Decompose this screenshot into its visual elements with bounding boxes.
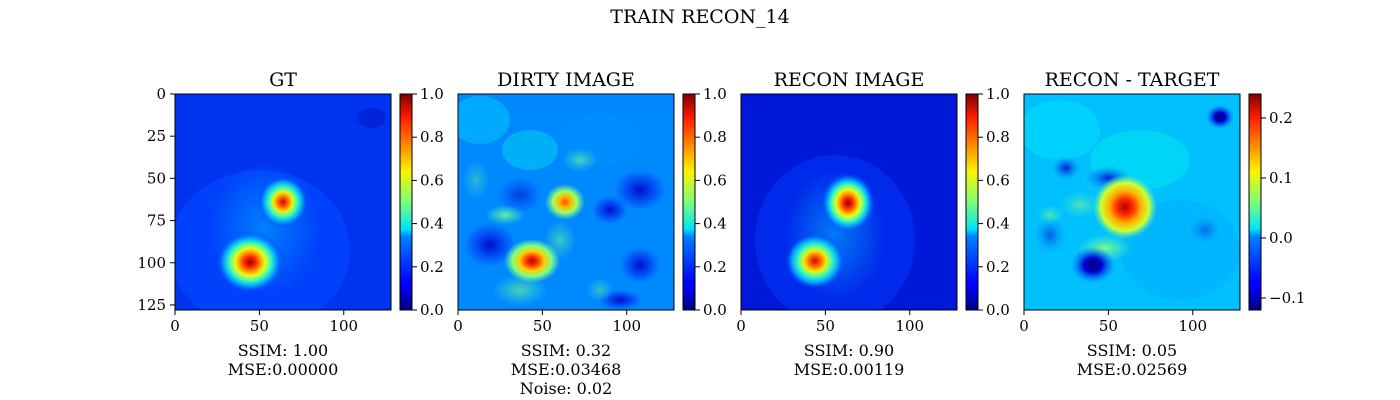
colorbar [682,93,696,311]
x-axis: 0 50 100 [453,310,641,335]
x-tick-label: 50 [1099,317,1118,335]
y-tick-label: 0 [156,85,166,103]
heatmap-image [175,94,391,310]
colorbar [1248,93,1262,311]
y-tick-label: 50 [147,169,166,187]
x-tick-label: 50 [533,317,552,335]
colorbar-tick-label: 0.4 [703,215,727,233]
caption-line-1: SSIM: 0.05 [1087,341,1177,360]
x-tick-label: 100 [895,317,924,335]
plot-frame [174,93,392,311]
caption-line-1: SSIM: 0.90 [804,341,894,360]
x-tick-label: 0 [170,317,180,335]
x-axis: 0 50 100 [736,310,924,335]
x-tick-label: 100 [612,317,641,335]
colorbar-tick-label: 0.4 [986,215,1010,233]
colorbar-ticks: 0.0 0.2 0.4 0.6 0.8 1.0 [412,85,444,319]
colorbar-ticks: 0.0 0.2 0.4 0.6 0.8 1.0 [978,85,1010,319]
x-tick-label: 0 [453,317,463,335]
colorbar-tick-label: 0.8 [703,128,727,146]
caption-line-3: Noise: 0.02 [520,379,613,398]
caption-line-1: SSIM: 0.32 [521,341,611,360]
x-tick-label: 100 [329,317,358,335]
colorbar-tick-label: 0.2 [986,258,1010,276]
colorbar-tick-label: 0.4 [420,215,444,233]
colorbar-tick-label: 0.2 [420,258,444,276]
x-axis: 0 50 100 [170,310,358,335]
plot-frame [740,93,958,311]
heatmap-image [741,94,957,310]
plot-frame [457,93,675,311]
colorbar-tick-label: 0.6 [986,171,1010,189]
colorbar-tick-label: 1.0 [703,85,727,103]
colorbar-tick-label: 0.0 [986,301,1010,319]
panel-title: RECON IMAGE [774,69,925,91]
panel-diff: RECON - TARGET 0 50 100 0.20.10.0−0. [1019,69,1305,379]
colorbar-tick-label: 1.0 [986,85,1010,103]
y-tick-label: 125 [137,296,166,314]
x-tick-label: 100 [1178,317,1207,335]
colorbar-tick-label: 0.0 [703,301,727,319]
colorbar [965,93,979,311]
colorbar-tick-label: 0.8 [986,128,1010,146]
y-tick-label: 75 [147,212,166,230]
x-tick-label: 0 [736,317,746,335]
colorbar-tick-label: 0.1 [1269,169,1293,187]
heatmap-image [1024,94,1240,310]
panel-title: GT [269,69,297,91]
heatmap-image [458,94,674,310]
panel-gt: GT 0 25 50 75 100 125 0 50 100 0.0 0.2 0.4 0.6 0.8 1… [137,69,444,379]
caption-line-1: SSIM: 1.00 [238,341,328,360]
panel-recon: RECON IMAGE 0 50 100 0.0 0.2 0.4 0.6 0.8 1.0 SS… [736,69,1010,379]
colorbar-tick-label: 0.0 [1269,229,1293,247]
y-tick-label: 100 [137,254,166,272]
colorbar-tick-label: 0.0 [420,301,444,319]
colorbar-ticks: 0.2 0.1 0.0 −0.1 [1261,109,1305,307]
colorbar-tick-label: 0.6 [703,171,727,189]
panel-title: RECON - TARGET [1045,69,1220,91]
panel-dirty: DIRTY IMAGE [453,69,727,398]
x-tick-label: 0 [1019,317,1029,335]
figure-title: TRAIN RECON_14 [610,6,789,28]
y-axis: 0 25 50 75 100 125 [137,85,175,314]
colorbar-tick-label: 1.0 [420,85,444,103]
caption-line-2: MSE:0.03468 [511,360,622,379]
x-tick-label: 50 [816,317,835,335]
plot-frame [1023,93,1241,311]
colorbar-tick-label: 0.8 [420,128,444,146]
colorbar-tick-label: −0.1 [1269,289,1305,307]
y-tick-label: 25 [147,127,166,145]
colorbar [399,93,413,311]
colorbar-tick-label: 0.2 [1269,109,1293,127]
colorbar-ticks: 0.0 0.2 0.4 0.6 0.8 1.0 [695,85,727,319]
colorbar-tick-label: 0.2 [703,258,727,276]
colorbar-tick-label: 0.6 [420,171,444,189]
caption-line-2: MSE:0.02569 [1077,360,1188,379]
x-tick-label: 50 [250,317,269,335]
panel-title: DIRTY IMAGE [497,69,635,91]
caption-line-2: MSE:0.00119 [794,360,905,379]
x-axis: 0 50 100 [1019,310,1207,335]
caption-line-2: MSE:0.00000 [228,360,339,379]
